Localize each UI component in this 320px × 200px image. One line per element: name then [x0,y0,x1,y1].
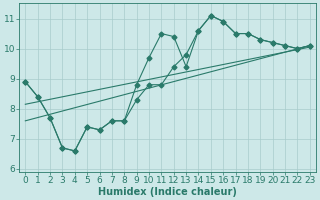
X-axis label: Humidex (Indice chaleur): Humidex (Indice chaleur) [98,187,237,197]
